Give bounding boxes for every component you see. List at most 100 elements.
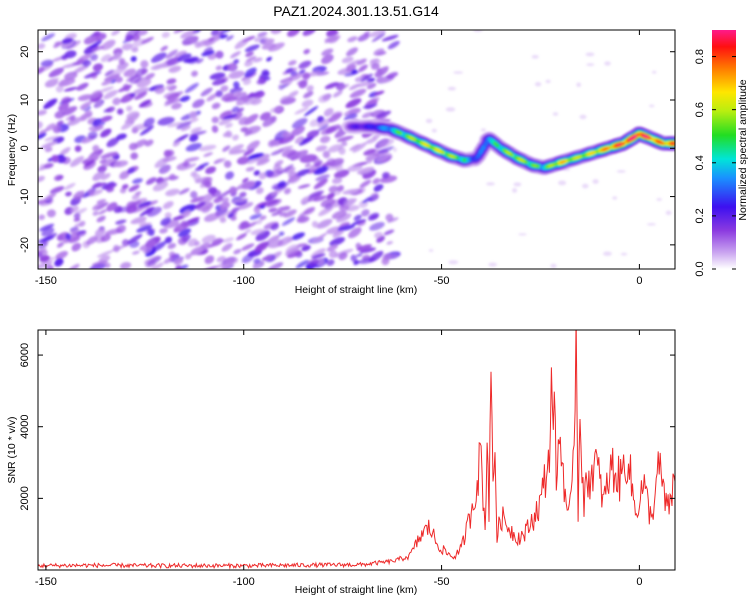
noise-blob — [189, 111, 198, 119]
y-tick-label: -10 — [19, 189, 31, 205]
noise-blob — [128, 184, 140, 192]
noise-blob — [220, 85, 229, 92]
noise-blob — [656, 198, 662, 201]
noise-blob — [164, 98, 182, 104]
noise-blob — [201, 234, 216, 244]
noise-blob — [216, 262, 225, 269]
noise-blob — [38, 247, 47, 257]
noise-blob — [376, 76, 384, 83]
noise-blob — [168, 65, 182, 73]
noise-blob — [71, 231, 80, 240]
noise-blob — [221, 197, 230, 203]
noise-blob — [106, 106, 115, 113]
noise-blob — [128, 142, 138, 151]
snr-y-ticks: 2000 4000 6000 — [19, 343, 675, 511]
noise-blob — [313, 195, 327, 202]
snr-y-axis-label: SNR (10 * v/v) — [6, 416, 18, 483]
noise-blob — [126, 105, 133, 112]
noise-blob — [360, 73, 374, 82]
snr-panel: -150 -100 -50 0 2000 4000 6000 Height of stra… — [6, 329, 676, 596]
noise-blob — [604, 61, 611, 66]
noise-blob — [371, 33, 386, 42]
noise-blob — [387, 40, 400, 50]
noise-blob — [163, 91, 179, 99]
noise-blob — [286, 237, 294, 243]
noise-blob — [318, 94, 331, 103]
noise-blob — [298, 60, 312, 69]
noise-blob — [64, 50, 77, 59]
noise-blob — [266, 56, 272, 62]
noise-blob — [236, 233, 247, 241]
noise-blob — [165, 49, 178, 59]
noise-blob — [328, 250, 338, 259]
noise-blob — [51, 154, 59, 163]
noise-blob — [232, 134, 239, 141]
noise-blob — [167, 243, 177, 249]
x-tick-label: 0 — [636, 275, 642, 287]
noise-blob — [139, 125, 154, 136]
noise-blob — [98, 255, 111, 263]
noise-blob — [166, 57, 181, 66]
noise-blob — [48, 67, 64, 78]
noise-blob — [222, 145, 231, 152]
colorbar-tick-label: 0.6 — [694, 102, 706, 117]
noise-blob — [146, 239, 157, 248]
noise-blob — [198, 144, 217, 152]
noise-blob — [43, 98, 58, 110]
noise-blob — [189, 134, 199, 142]
noise-blob — [366, 82, 377, 90]
colorbar-gradient — [712, 30, 736, 269]
colorbar-tick-label: 0.0 — [694, 261, 706, 276]
noise-blob — [252, 57, 263, 63]
noise-blob — [231, 207, 240, 213]
noise-blob — [53, 42, 62, 48]
noise-blob — [306, 85, 314, 92]
noise-blob — [257, 31, 268, 37]
noise-blob — [285, 67, 294, 73]
noise-blob — [351, 69, 358, 74]
noise-blob — [303, 207, 316, 216]
noise-blob — [309, 70, 321, 77]
noise-blob — [116, 224, 126, 234]
noise-blob — [453, 71, 463, 74]
noise-blob — [184, 82, 199, 94]
noise-blob — [94, 227, 106, 238]
noise-blob — [369, 58, 380, 63]
noise-blob — [225, 256, 239, 265]
noise-blob — [545, 79, 551, 84]
noise-blob — [341, 141, 348, 147]
noise-blob — [46, 264, 54, 269]
noise-blob — [222, 237, 234, 243]
noise-blob — [488, 262, 498, 267]
noise-blob — [173, 258, 184, 266]
noise-blob — [322, 150, 331, 159]
noise-blob — [89, 263, 107, 269]
noise-blob — [126, 111, 140, 120]
x-tick-label: 0 — [636, 576, 642, 588]
noise-blob — [230, 51, 241, 59]
noise-blob — [41, 33, 55, 42]
noise-blob — [64, 182, 76, 190]
noise-blob — [190, 127, 202, 134]
noise-blob — [254, 153, 270, 162]
noise-blob — [244, 125, 261, 135]
noise-blob — [341, 56, 354, 64]
noise-blob — [370, 192, 379, 199]
noise-blob — [332, 230, 344, 238]
noise-blob — [61, 106, 78, 116]
noise-blob — [179, 95, 191, 102]
noise-blob — [287, 250, 302, 258]
noise-blob — [281, 217, 296, 226]
noise-blob — [255, 230, 271, 241]
noise-blob — [445, 107, 456, 112]
noise-blob — [122, 239, 130, 247]
noise-blob — [145, 177, 157, 185]
noise-blob — [119, 170, 130, 180]
noise-blob — [278, 135, 295, 145]
noise-blob — [104, 262, 111, 269]
noise-blob — [92, 118, 102, 127]
noise-blob — [646, 223, 657, 226]
noise-blob — [138, 99, 152, 108]
noise-blob — [233, 248, 242, 255]
noise-blob — [269, 106, 283, 113]
